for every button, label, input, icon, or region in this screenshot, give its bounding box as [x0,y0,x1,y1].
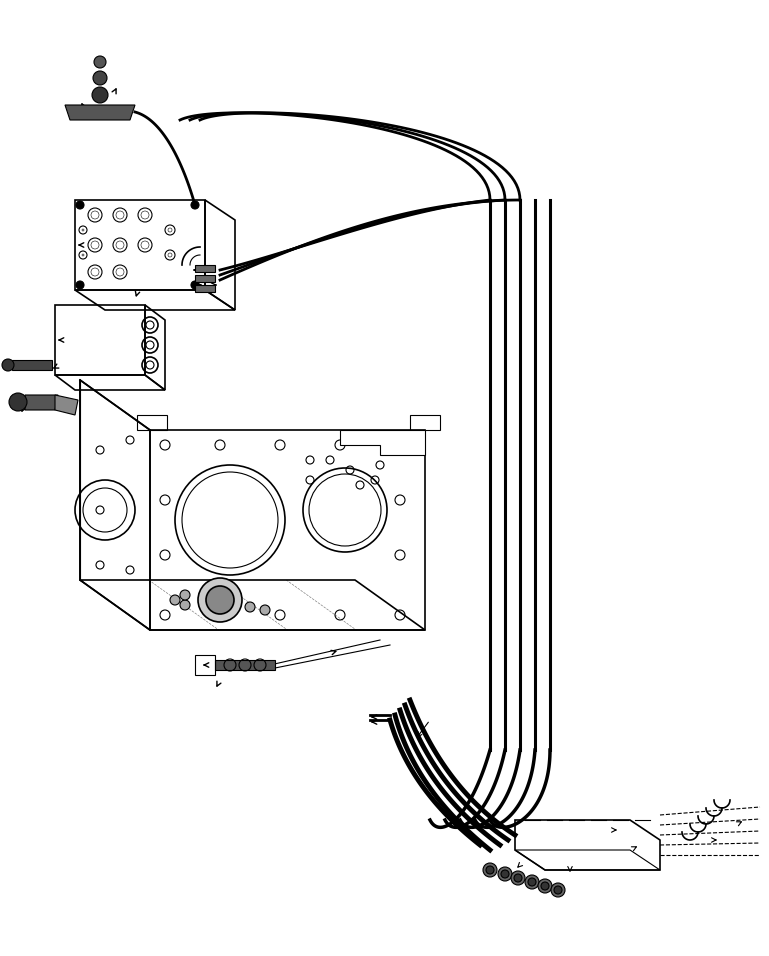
Polygon shape [65,105,135,120]
Polygon shape [25,395,58,410]
Circle shape [245,602,255,612]
Circle shape [191,201,199,209]
Circle shape [528,878,536,886]
Circle shape [483,863,497,877]
Circle shape [180,600,190,610]
Circle shape [501,870,509,878]
Circle shape [180,590,190,600]
Circle shape [9,393,27,411]
Circle shape [538,879,552,893]
Circle shape [554,886,562,894]
Circle shape [541,882,549,890]
Circle shape [92,87,108,103]
Polygon shape [55,395,78,415]
Polygon shape [195,265,215,272]
Circle shape [260,605,270,615]
Circle shape [486,866,494,874]
Polygon shape [195,275,215,282]
Circle shape [198,578,242,622]
Polygon shape [340,430,425,455]
Polygon shape [12,360,52,370]
Circle shape [94,56,106,68]
Circle shape [511,871,525,885]
Polygon shape [195,285,215,292]
Circle shape [514,874,522,882]
Circle shape [76,201,84,209]
Circle shape [93,71,107,85]
Circle shape [170,595,180,605]
Circle shape [206,586,234,614]
Circle shape [498,867,512,881]
Circle shape [76,281,84,289]
Polygon shape [215,660,275,670]
Circle shape [2,359,14,371]
Circle shape [551,883,565,897]
Circle shape [191,281,199,289]
Circle shape [525,875,539,889]
